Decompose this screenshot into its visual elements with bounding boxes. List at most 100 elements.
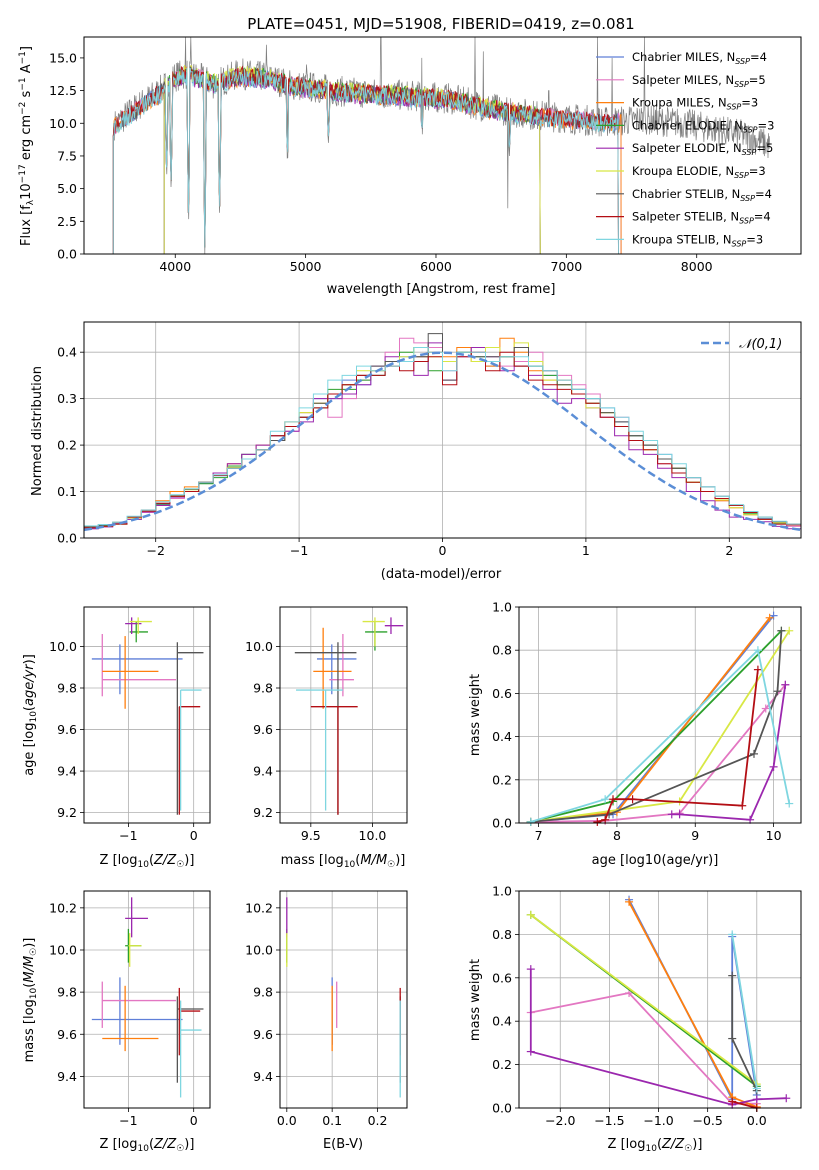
svg-text:age [log10(age/yr)]: age [log10(age/yr)] [22,654,39,776]
y-tick-label: 0.2 [492,1057,512,1072]
y-tick-label: 0.4 [57,345,77,360]
x-tick-label: −1 [119,1113,137,1128]
y-tick-label: 9.6 [57,1027,77,1042]
model-spectrum-krou_stelib [112,67,619,254]
y-tick-label: 2.5 [57,214,77,229]
spectrum-xlabel: wavelength [Angstrom, rest frame] [327,282,556,297]
massweight-z-xlabel: Z [log10(Z/Z☉)] [608,1137,703,1154]
y-tick-label: 0.0 [492,1101,512,1116]
x-tick-label: 6000 [420,259,452,274]
y-tick-label: 10.0 [49,116,77,131]
y-tick-label: 9.8 [253,985,273,1000]
spectrum-title: PLATE=0451, MJD=51908, FIBERID=0419, z=0… [247,15,634,33]
x-tick-label: 0.0 [277,1113,297,1128]
y-tick-label: 9.4 [57,764,77,779]
y-tick-label: 0.8 [492,927,512,942]
x-tick-label: 0 [190,828,198,843]
y-tick-label: 0.2 [492,772,512,787]
y-tick-label: 7.5 [57,148,77,163]
y-tick-label: 10.2 [49,900,77,915]
y-tick-label: 1.0 [492,600,512,615]
y-tick-label: 9.4 [253,764,273,779]
legend-label: 𝒩(0,1) [739,337,782,352]
axes-frame [279,890,408,1109]
y-tick-label: 1.0 [492,884,512,899]
age-mass-xlabel: mass [log10(M/M☉)] [281,853,406,870]
y-tick-label: 0.4 [492,1014,512,1029]
x-tick-label: 7 [535,828,543,843]
x-tick-label: 4000 [159,259,191,274]
x-tick-label: −2.0 [545,1113,575,1128]
y-tick-label: 0.2 [57,438,77,453]
axes-frame [83,36,802,255]
svg-text:Z [log10(Z/Z☉)]: Z [log10(Z/Z☉)] [100,1137,195,1154]
svg-text:Z [log10(Z/Z☉)]: Z [log10(Z/Z☉)] [100,853,195,870]
y-tick-label: 10.0 [245,639,273,654]
massweight-line-krou_elodie [530,914,758,1085]
axes-frame [518,606,802,824]
x-tick-label: −1 [290,543,308,558]
y-tick-label: 0.3 [57,391,77,406]
axes-frame [518,890,802,1109]
axes-frame [83,890,211,1109]
massweight-age-ylabel: mass weight [468,674,483,756]
y-tick-label: 9.4 [57,1069,77,1084]
massweight-age-xlabel: age [log10(age/yr)] [592,853,719,868]
x-tick-label: 0.0 [747,1113,767,1128]
x-tick-label: 2 [725,543,733,558]
y-tick-label: 0.0 [57,531,77,546]
massweight-z-ylabel: mass weight [468,959,483,1041]
x-tick-label: 8000 [681,259,713,274]
y-tick-label: 9.4 [253,1069,273,1084]
ebv-xlabel: E(B-V) [323,1137,363,1152]
legend-layer: Chabrier MILES, NSSP=4 Salpeter MILES, NS… [596,50,782,352]
age-z-xlabel: Z [log10(Z/Z☉)] [100,853,195,870]
x-tick-label: 1 [582,543,590,558]
y-tick-label: 0.8 [492,643,512,658]
massweight-line-salp_stelib [731,1100,758,1109]
y-tick-label: 9.6 [253,1027,273,1042]
y-tick-label: 10.0 [49,639,77,654]
massweight-line-krou_stelib [731,934,758,1089]
age-z-ylabel: age [log10(age/yr)] [22,654,39,776]
normal-curve [83,351,802,532]
legend-label: Kroupa MILES, NSSP=3 [632,96,758,112]
legend-label: Salpeter ELODIE, NSSP=5 [632,141,773,157]
x-tick-label: 9.5 [301,828,321,843]
x-tick-label: 9 [691,828,699,843]
residuals-xlabel: (data-model)/error [381,567,502,582]
massweight-line-krou_miles [530,617,771,823]
massweight-line-salp_miles [530,992,757,1105]
y-tick-label: 5.0 [57,181,77,196]
svg-text:Z [log10(Z/Z☉)]: Z [log10(Z/Z☉)] [608,1137,703,1154]
y-tick-label: 0.6 [492,970,512,985]
y-tick-label: 0.4 [492,729,512,744]
x-tick-label: 0.2 [368,1113,388,1128]
x-tick-label: −2 [146,543,164,558]
y-tick-label: 12.5 [49,83,77,98]
y-tick-label: 0.6 [492,686,512,701]
y-tick-label: 10.0 [49,942,77,957]
y-tick-label: 0.0 [492,816,512,831]
y-tick-label: 0.1 [57,484,77,499]
x-tick-label: 10.0 [359,828,387,843]
axes-frame [83,606,211,824]
x-tick-label: 0 [439,543,447,558]
spectrum-ylabel: Flux [fλ10−17 erg cm−2 s−1 A−1] [18,46,36,246]
svg-text:Flux [fλ10−17 erg cm−2 s−1 A−1: Flux [fλ10−17 erg cm−2 s−1 A−1] [18,46,36,246]
x-tick-label: 5000 [290,259,322,274]
legend-label: Kroupa ELODIE, NSSP=3 [632,164,766,180]
svg-text:mass [log10(M/M☉)]: mass [log10(M/M☉)] [22,938,39,1063]
legend-label: Salpeter STELIB, NSSP=4 [632,210,771,226]
y-tick-label: 0.0 [57,247,77,262]
y-tick-label: 9.8 [253,681,273,696]
y-tick-label: 10.0 [245,942,273,957]
x-tick-label: 0 [190,1113,198,1128]
y-tick-label: 10.2 [245,900,273,915]
legend-label: Chabrier ELODIE, NSSP=3 [632,118,774,134]
legend-label: Kroupa STELIB, NSSP=3 [632,232,763,248]
residuals-ylabel: Normed distribution [30,366,45,496]
legend-label: Chabrier MILES, NSSP=4 [632,50,767,66]
x-tick-label: 7000 [550,259,582,274]
